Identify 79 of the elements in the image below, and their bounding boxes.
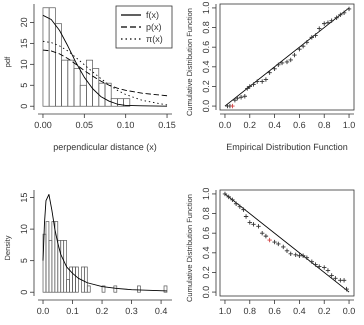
x-tick-label: 0.1	[66, 306, 79, 316]
x-tick-label: 0.3	[125, 306, 138, 316]
point	[292, 52, 298, 58]
y-tick-label: 0.2	[201, 80, 211, 93]
x-tick-label: 0.6	[293, 120, 306, 130]
legend-label: f(x)	[146, 10, 159, 20]
point	[272, 239, 278, 245]
y-tick-label: 10	[19, 59, 29, 70]
point	[222, 191, 228, 197]
x-tick-label: 0.15	[158, 120, 176, 130]
point	[346, 6, 352, 12]
point	[260, 230, 265, 236]
legend-label: p(x)	[146, 22, 162, 32]
y-tick-label: 1.0	[201, 188, 211, 200]
x-tick-label: 0.0	[342, 306, 356, 316]
x-axis-title: Empirical Distribution Function	[226, 142, 348, 152]
y-tick-label: 5	[19, 258, 29, 264]
x-tick-label: 0.0	[36, 306, 50, 316]
x-tick-label: 0.4	[293, 306, 306, 316]
y-tick-label: 0.8	[201, 21, 211, 34]
y-tick-label: 0.8	[201, 207, 211, 220]
x-tick-label: 0.00	[34, 120, 52, 130]
point	[309, 259, 314, 264]
point	[312, 32, 318, 38]
line-series	[42, 194, 168, 292]
point	[341, 10, 347, 16]
legend-label: π(x)	[146, 34, 163, 44]
y-tick-label: 0.6	[201, 226, 211, 240]
x-tick-label: 0.2	[244, 120, 256, 130]
y-tick-label: 10	[19, 224, 29, 234]
x-tick-label: 1.0	[342, 120, 356, 130]
x-tick-label: 0.6	[268, 306, 281, 316]
point	[263, 233, 269, 239]
x-tick-label: 0.2	[318, 306, 330, 316]
y-tick-label: 0	[19, 290, 29, 295]
point	[230, 103, 236, 109]
y-tick-label: 1.0	[201, 2, 211, 14]
y-tick-label: 0.4	[201, 60, 211, 74]
point	[309, 34, 314, 40]
point	[344, 286, 350, 292]
y-tick-label: 0.6	[201, 40, 211, 54]
x-tick-label: 0.8	[318, 120, 330, 130]
point	[232, 98, 238, 103]
point	[266, 237, 272, 243]
point	[263, 76, 269, 82]
point	[329, 18, 334, 24]
point	[296, 46, 302, 52]
point	[284, 248, 290, 254]
x-tick-label: 0.2	[96, 306, 108, 316]
x-axis-title: perpendicular distance (x)	[53, 142, 157, 152]
x-tick-label: 0.10	[116, 120, 134, 130]
point	[230, 197, 236, 202]
point	[226, 194, 232, 200]
point	[243, 214, 249, 220]
y-tick-label: 5	[19, 82, 29, 88]
x-tick-label: 0.8	[244, 306, 256, 316]
y-tick-label: 15	[19, 38, 29, 48]
y-tick-label: 20	[19, 17, 29, 28]
point	[237, 204, 242, 210]
x-tick-label: 0.4	[268, 120, 281, 130]
point	[325, 268, 331, 274]
point	[312, 262, 318, 268]
point	[325, 20, 331, 26]
y-tick-label: 0.2	[201, 266, 211, 279]
x-tick-label: 0.0	[218, 120, 232, 130]
point	[284, 59, 290, 65]
y-tick-label: 15	[19, 192, 29, 203]
y-tick-label: 0.0	[201, 100, 211, 112]
y-tick-label: 0.4	[201, 246, 211, 260]
point	[276, 62, 281, 68]
point	[240, 206, 246, 212]
point	[260, 78, 265, 84]
y-tick-label: 0	[19, 104, 29, 109]
x-tick-label: 0.4	[154, 306, 168, 316]
x-tick-label: 1.0	[218, 306, 232, 316]
y-tick-label: 0.0	[201, 286, 211, 298]
x-tick-label: 0.05	[76, 120, 94, 130]
point	[279, 60, 285, 66]
point	[329, 272, 334, 278]
